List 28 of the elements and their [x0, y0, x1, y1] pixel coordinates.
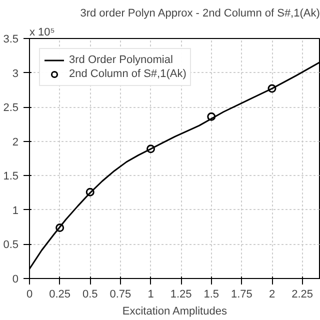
x-tick-label: 2.25 — [292, 288, 314, 300]
x-axis-title: Excitation Amplitudes — [122, 306, 228, 318]
y-tick-label: 3.5 — [3, 34, 19, 46]
y-tick-label: 2 — [12, 136, 19, 148]
point — [268, 84, 276, 93]
x-tick-label: 0.25 — [49, 288, 71, 300]
y-tick-label: 0 — [12, 274, 19, 286]
y-tick-label: 2.5 — [3, 102, 19, 114]
y-tick-label: 3 — [12, 68, 19, 80]
y-tick-label: 1.5 — [3, 170, 19, 183]
chart-title: 3rd order Polyn Approx - 2nd Column of S#,1(Ak) — [80, 8, 320, 20]
x-tick-label: 0 — [26, 288, 33, 300]
legend-label: 3rd Order Polynomial — [69, 53, 173, 67]
point — [207, 112, 216, 121]
annotation: x 10⁵ — [30, 26, 55, 38]
legend-label: 2nd Column of S#,1(Ak) — [69, 67, 186, 81]
x-tick-label: 1.5 — [204, 288, 220, 300]
x-tick-label: 0.5 — [82, 288, 98, 300]
y-tick-label: 0.5 — [3, 239, 19, 252]
x-tick-label: 1 — [148, 288, 154, 300]
point — [86, 188, 94, 196]
x-tick-label: 1.75 — [230, 288, 252, 300]
x-tick-label: 0.75 — [110, 288, 132, 300]
x-tick-label: 2 — [268, 288, 276, 300]
y-tick-label: 1 — [12, 204, 19, 217]
x-tick-label: 1.25 — [170, 288, 192, 300]
point — [146, 144, 155, 154]
point — [56, 224, 64, 232]
